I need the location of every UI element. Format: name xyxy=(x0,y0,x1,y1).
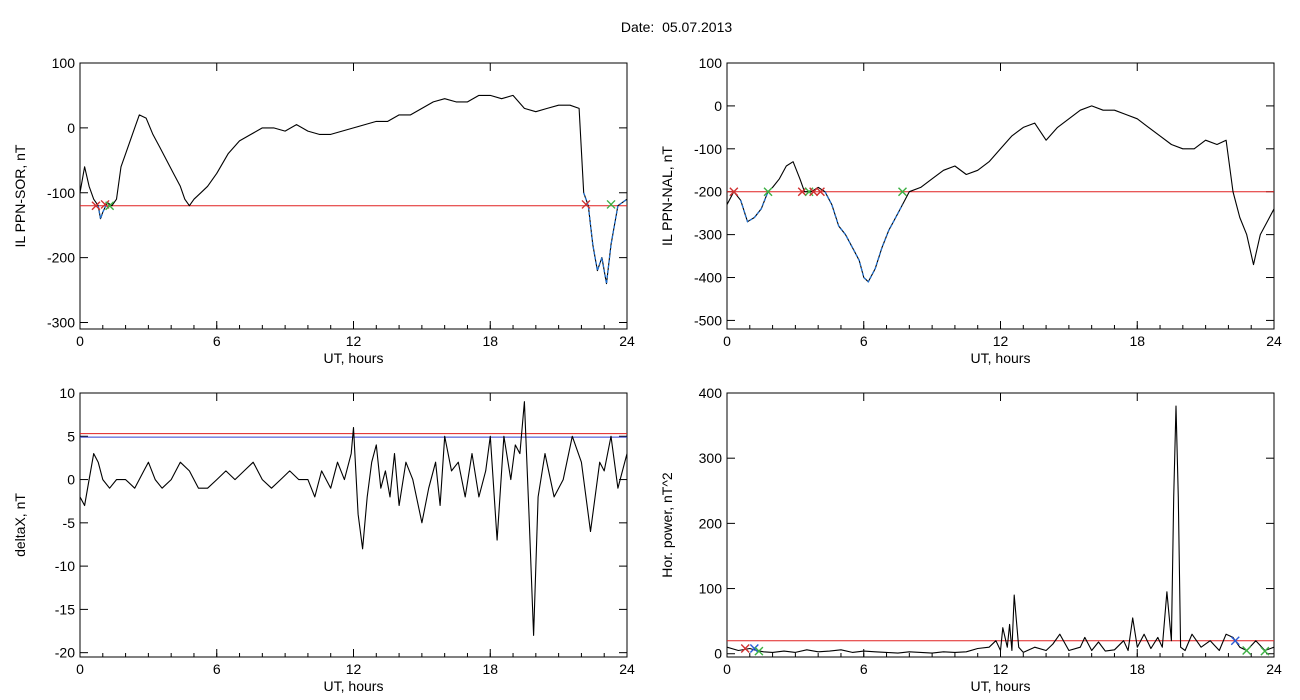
plot-frame xyxy=(726,62,1275,330)
panel-il-ppn-sor: 0 6 12 18 24 100 0 -100 -200 -300 UT, hours IL PPN-… xyxy=(12,55,635,366)
x-tick-label: 18 xyxy=(482,333,498,349)
y-axis-label: deltaX, nT xyxy=(12,493,28,557)
y-tick-label: 0 xyxy=(714,646,722,662)
series-line xyxy=(727,105,1274,283)
plot-frame xyxy=(726,392,1275,658)
x-tick-label: 6 xyxy=(213,333,221,349)
series-below-threshold xyxy=(740,191,769,223)
x-tick-label: 0 xyxy=(76,333,84,349)
crossing-marker xyxy=(729,187,739,197)
y-tick-label: -200 xyxy=(47,250,75,266)
y-axis-label: IL PPN-SOR, nT xyxy=(12,144,28,247)
x-axis-label: UT, hours xyxy=(324,678,384,694)
y-tick-label: -200 xyxy=(694,184,722,200)
plot-area xyxy=(727,105,1274,283)
crossing-marker xyxy=(581,199,591,209)
series-line xyxy=(727,405,1274,654)
y-tick-label: -300 xyxy=(694,227,722,243)
x-tick-label: 6 xyxy=(860,661,868,677)
crossing-marker xyxy=(1230,636,1240,646)
series-below-threshold xyxy=(97,202,108,222)
x-tick-label: 6 xyxy=(860,333,868,349)
crossing-marker xyxy=(1242,645,1252,655)
crossing-marker xyxy=(797,187,807,197)
y-tick-label: 200 xyxy=(699,515,723,531)
x-axis-label: UT, hours xyxy=(324,350,384,366)
y-tick-label: -5 xyxy=(63,515,76,531)
panel-hor-power: 0 6 12 18 24 400 300 200 100 0 UT, hours Hor. power… xyxy=(659,385,1282,694)
y-tick-label: 400 xyxy=(699,385,723,401)
y-tick-label: 100 xyxy=(699,581,723,597)
y-tick-label: 10 xyxy=(59,385,75,401)
y-tick-label: -300 xyxy=(47,315,75,331)
x-axis-label: UT, hours xyxy=(971,350,1031,366)
plot-area xyxy=(727,405,1274,656)
y-tick-label: -10 xyxy=(55,558,75,574)
crossing-marker xyxy=(91,201,101,211)
date-title: Date: 05.07.2013 xyxy=(620,19,733,35)
x-tick-label: 12 xyxy=(346,661,362,677)
y-tick-label: 300 xyxy=(699,450,723,466)
x-tick-label: 18 xyxy=(1129,661,1145,677)
x-tick-label: 12 xyxy=(993,661,1009,677)
x-tick-label: 24 xyxy=(1266,333,1282,349)
x-tick-label: 0 xyxy=(76,661,84,677)
crossing-marker xyxy=(606,199,616,209)
plot-area xyxy=(80,94,627,285)
series-line xyxy=(80,94,627,285)
x-tick-label: 0 xyxy=(723,333,731,349)
series-below-threshold xyxy=(583,192,627,284)
crossing-marker xyxy=(105,201,115,211)
y-tick-label: 0 xyxy=(67,120,75,136)
y-tick-label: -100 xyxy=(47,185,75,201)
x-tick-label: 24 xyxy=(1266,661,1282,677)
x-tick-label: 0 xyxy=(723,661,731,677)
x-tick-label: 18 xyxy=(482,661,498,677)
y-tick-label: -20 xyxy=(55,645,75,661)
y-tick-label: 100 xyxy=(52,55,76,71)
x-tick-label: 6 xyxy=(213,661,221,677)
y-tick-label: 5 xyxy=(67,428,75,444)
y-tick-label: -500 xyxy=(694,312,722,328)
crossing-marker xyxy=(1260,646,1270,656)
y-tick-label: -400 xyxy=(694,270,722,286)
panel-il-ppn-nal: 0 6 12 18 24 100 0 -100 -200 -300 -400 -500 UT, hour… xyxy=(659,55,1282,366)
x-tick-label: 12 xyxy=(346,333,362,349)
x-tick-label: 24 xyxy=(619,333,635,349)
crossing-marker xyxy=(898,187,907,197)
y-axis-label: Hor. power, nT^2 xyxy=(659,472,675,578)
y-tick-label: -100 xyxy=(694,141,722,157)
plot-area xyxy=(80,401,627,636)
crossing-marker xyxy=(815,187,825,197)
crossing-marker xyxy=(763,187,773,197)
crossing-marker xyxy=(749,644,759,654)
plot-frame xyxy=(79,62,628,330)
crossing-marker xyxy=(740,644,750,654)
x-tick-label: 24 xyxy=(619,661,635,677)
series-line xyxy=(80,401,627,636)
crossing-marker xyxy=(754,646,764,656)
x-tick-label: 12 xyxy=(993,333,1009,349)
y-tick-label: -15 xyxy=(55,601,75,617)
x-tick-label: 18 xyxy=(1129,333,1145,349)
x-axis-label: UT, hours xyxy=(971,678,1031,694)
crossing-marker xyxy=(809,187,819,197)
y-tick-label: 100 xyxy=(699,55,723,71)
y-tick-label: 0 xyxy=(67,472,75,488)
y-tick-label: 0 xyxy=(714,98,722,114)
y-axis-label: IL PPN-NAL, nT xyxy=(659,146,675,246)
series-below-threshold xyxy=(824,191,904,283)
panel-deltax: 0 6 12 18 24 10 5 0 -5 -10 -15 -20 UT, hours deltaX, … xyxy=(12,385,635,694)
